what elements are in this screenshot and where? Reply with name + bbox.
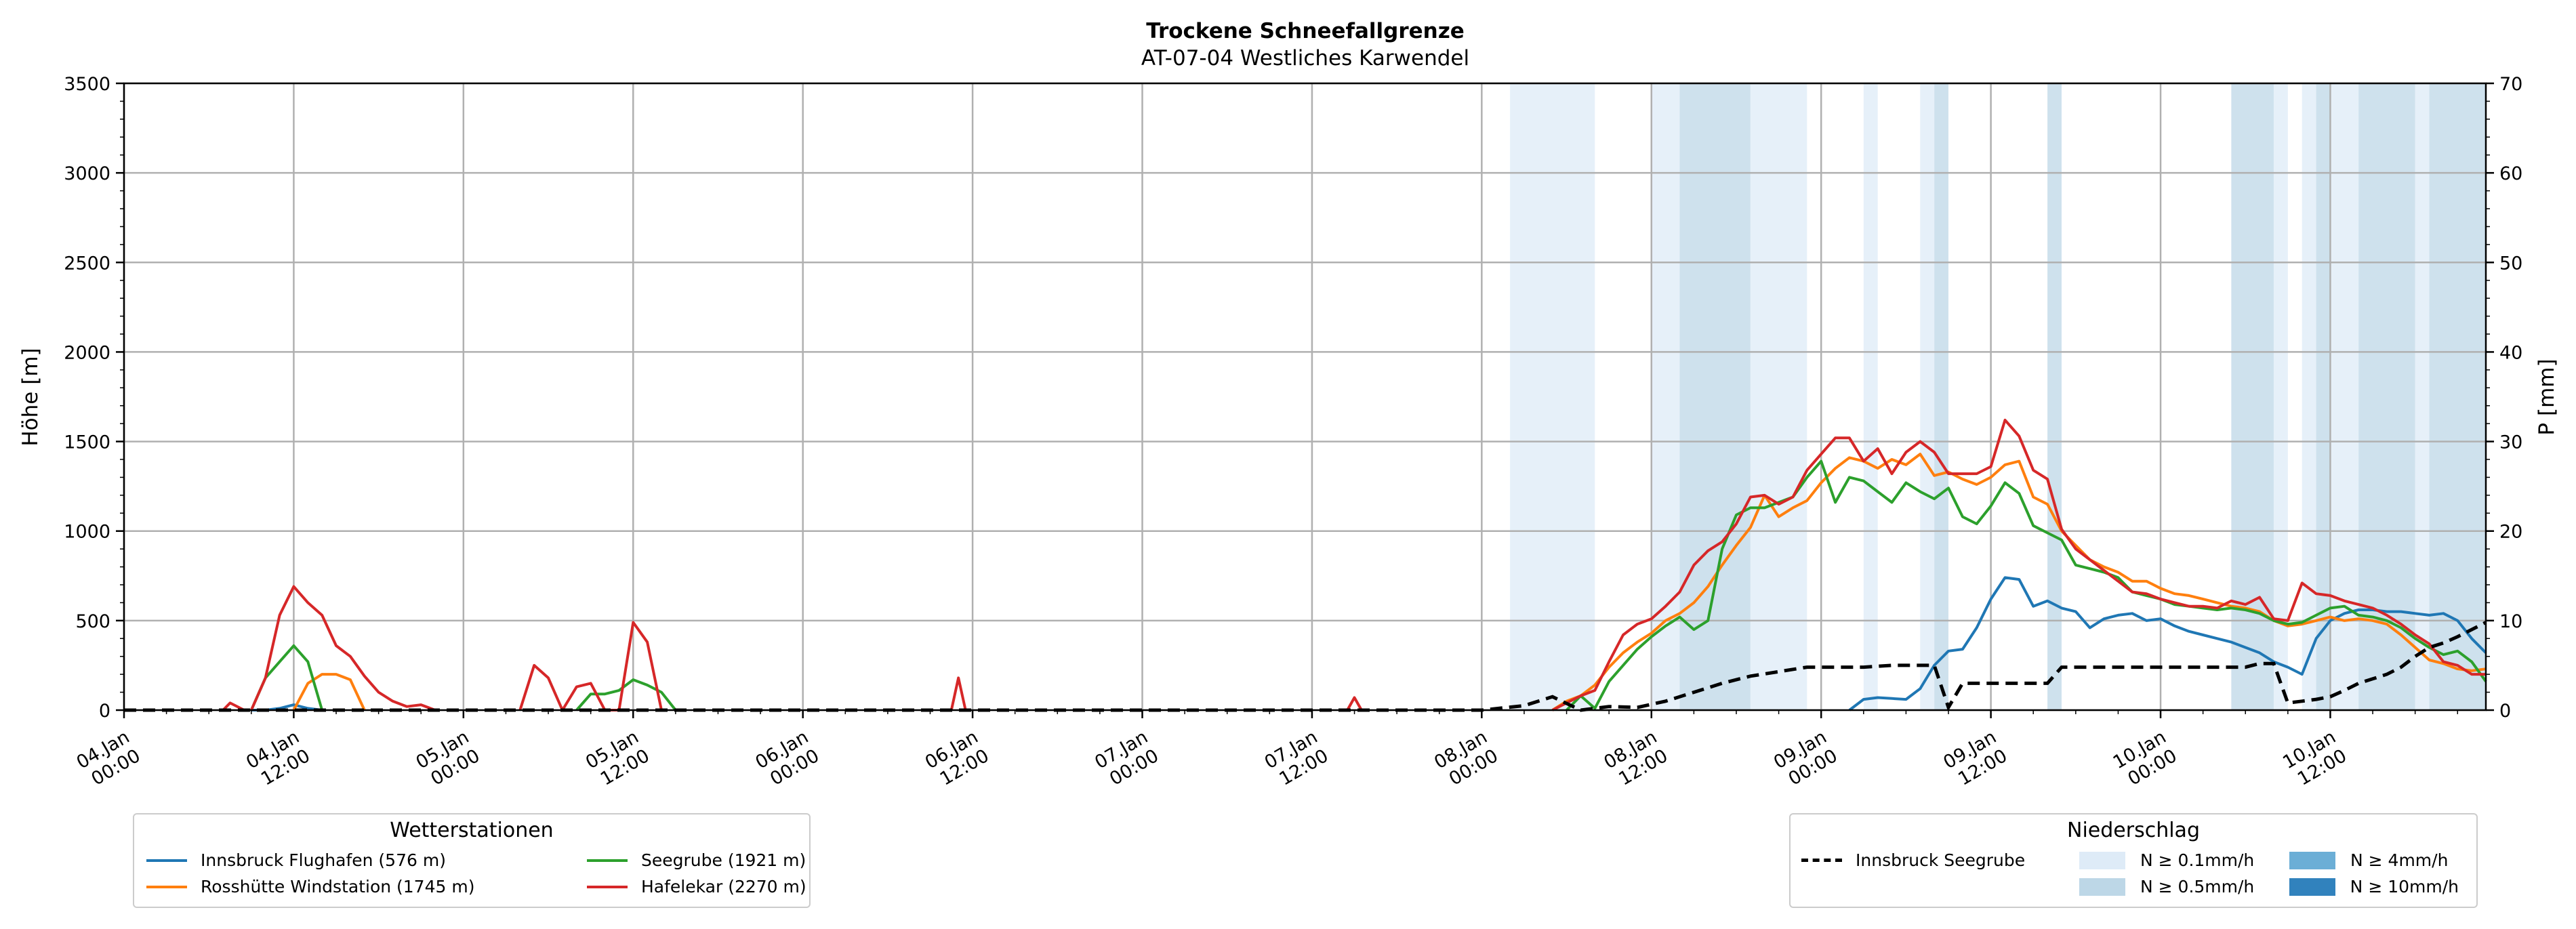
legend-swatch [2079, 878, 2125, 896]
legend-label: Rosshütte Windstation (1745 m) [201, 877, 475, 896]
y-right-tick-label: 20 [2499, 522, 2522, 543]
legend-item-station: Seegrube (1921 m) [587, 850, 811, 870]
precip-band [2302, 83, 2316, 710]
precip-band [1863, 83, 1878, 710]
legend-label: Seegrube (1921 m) [641, 850, 806, 870]
legend-label: Innsbruck Seegrube [1856, 850, 2026, 870]
precipitation-legend-title: Niederschlag [2067, 819, 2200, 842]
precipitation-series [124, 621, 2487, 712]
chart-title: Trockene Schneefallgrenze [1146, 19, 1465, 43]
precip-band [2330, 83, 2359, 710]
x-tick-label: 06.Jan12:00 [922, 726, 993, 792]
series-line [292, 453, 2487, 711]
legend-line-marker [587, 859, 628, 862]
precip-band [2047, 83, 2062, 710]
y-right-tick-label: 40 [2499, 342, 2522, 363]
plot-frame [123, 82, 2487, 711]
legend-item-precip-category: N ≥ 4mm/h [2289, 850, 2459, 870]
precip-band [1750, 83, 1807, 710]
legend-item-station: Rosshütte Windstation (1745 m) [146, 877, 567, 896]
x-tick-label: 09.Jan12:00 [1940, 726, 2011, 792]
y-axis-label-right: P [mm] [2535, 358, 2559, 435]
precipitation-legend: Niederschlag Innsbruck Seegrube N ≥ 0.1mm… [1789, 813, 2478, 908]
x-tick-label: 07.Jan00:00 [1091, 726, 1162, 792]
legend-label: N ≥ 4mm/h [2350, 850, 2449, 870]
y-tick-label: 1000 [64, 522, 110, 543]
precip-series-line [124, 621, 2487, 712]
y-right-tick-label: 0 [2499, 701, 2511, 722]
precip-band [1920, 83, 1935, 710]
legend-label: N ≥ 0.1mm/h [2140, 850, 2255, 870]
y-tick-label: 2000 [64, 342, 110, 363]
x-tick-label: 04.Jan00:00 [73, 726, 144, 792]
precip-band [2415, 83, 2430, 710]
x-tick-label: 07.Jan12:00 [1261, 726, 1332, 792]
precip-band [1679, 83, 1751, 710]
station-legend: Wetterstationen Innsbruck Flughafen (576… [133, 813, 811, 908]
grid-lines [123, 82, 2486, 711]
x-tick-label: 08.Jan00:00 [1431, 726, 1502, 792]
precip-band [2316, 83, 2331, 710]
precip-band [2273, 83, 2288, 710]
precip-band [2429, 83, 2486, 710]
x-tick-label: 04.Jan12:00 [243, 726, 314, 792]
x-tick-label: 10.Jan00:00 [2110, 726, 2181, 792]
y-tick-label: 1500 [64, 432, 110, 453]
legend-item-precip-series: Innsbruck Seegrube [1801, 850, 2072, 870]
y-axis-label-left: Höhe [m] [18, 348, 43, 446]
y-tick-label: 0 [99, 701, 110, 722]
station-legend-entries: Innsbruck Flughafen (576 m) Seegrube (192… [134, 842, 809, 896]
legend-item-station: Hafelekar (2270 m) [587, 877, 811, 896]
x-tick-label: 05.Jan12:00 [582, 726, 653, 792]
station-legend-title: Wetterstationen [390, 819, 554, 842]
series-line [222, 418, 2486, 711]
legend-line-marker [146, 859, 187, 862]
legend-swatch [2289, 878, 2335, 896]
legend-item-precip-category: N ≥ 10mm/h [2289, 877, 2459, 896]
x-tick-label: 06.Jan00:00 [752, 726, 823, 792]
legend-spacer [1801, 877, 2072, 896]
y-tick-label: 3500 [64, 74, 110, 95]
chart-subtitle: AT-07-04 Westliches Karwendel [1141, 46, 1469, 70]
x-tick-label: 09.Jan00:00 [1770, 726, 1841, 792]
legend-label: N ≥ 0.5mm/h [2140, 877, 2255, 896]
axes: 0 0 500 10 1000 20 1500 30 2000 40 2500 50 3000 60 350… [64, 74, 2522, 792]
y-tick-label: 2500 [64, 253, 110, 274]
series-line [249, 459, 2487, 711]
station-series [222, 418, 2487, 711]
x-tick-label: 08.Jan12:00 [1601, 726, 1672, 792]
x-tick-label: 10.Jan12:00 [2279, 726, 2350, 792]
y-right-tick-label: 30 [2499, 432, 2522, 453]
legend-item-precip-category: N ≥ 0.1mm/h [2079, 850, 2283, 870]
legend-line-marker [146, 885, 187, 888]
y-right-tick-label: 70 [2499, 74, 2522, 95]
legend-item-station: Innsbruck Flughafen (576 m) [146, 850, 567, 870]
y-right-tick-label: 50 [2499, 253, 2522, 274]
precipitation-legend-entries: Innsbruck Seegrube N ≥ 0.1mm/h N ≥ 4mm/h N … [1791, 842, 2476, 896]
legend-label: Hafelekar (2270 m) [641, 877, 806, 896]
precip-band [1934, 83, 1949, 710]
y-right-tick-label: 10 [2499, 611, 2522, 632]
legend-label: Innsbruck Flughafen (576 m) [201, 850, 446, 870]
y-tick-label: 3000 [64, 163, 110, 184]
x-tick-label: 05.Jan00:00 [413, 726, 484, 792]
precip-band [1510, 83, 1595, 710]
legend-line-marker [587, 885, 628, 888]
legend-swatch [2079, 851, 2125, 869]
y-tick-label: 500 [75, 611, 110, 632]
legend-label: N ≥ 10mm/h [2350, 877, 2459, 896]
legend-item-precip-category: N ≥ 0.5mm/h [2079, 877, 2283, 896]
legend-swatch [2289, 851, 2335, 869]
y-right-tick-label: 60 [2499, 163, 2522, 184]
legend-dashed-marker [1801, 859, 1842, 862]
